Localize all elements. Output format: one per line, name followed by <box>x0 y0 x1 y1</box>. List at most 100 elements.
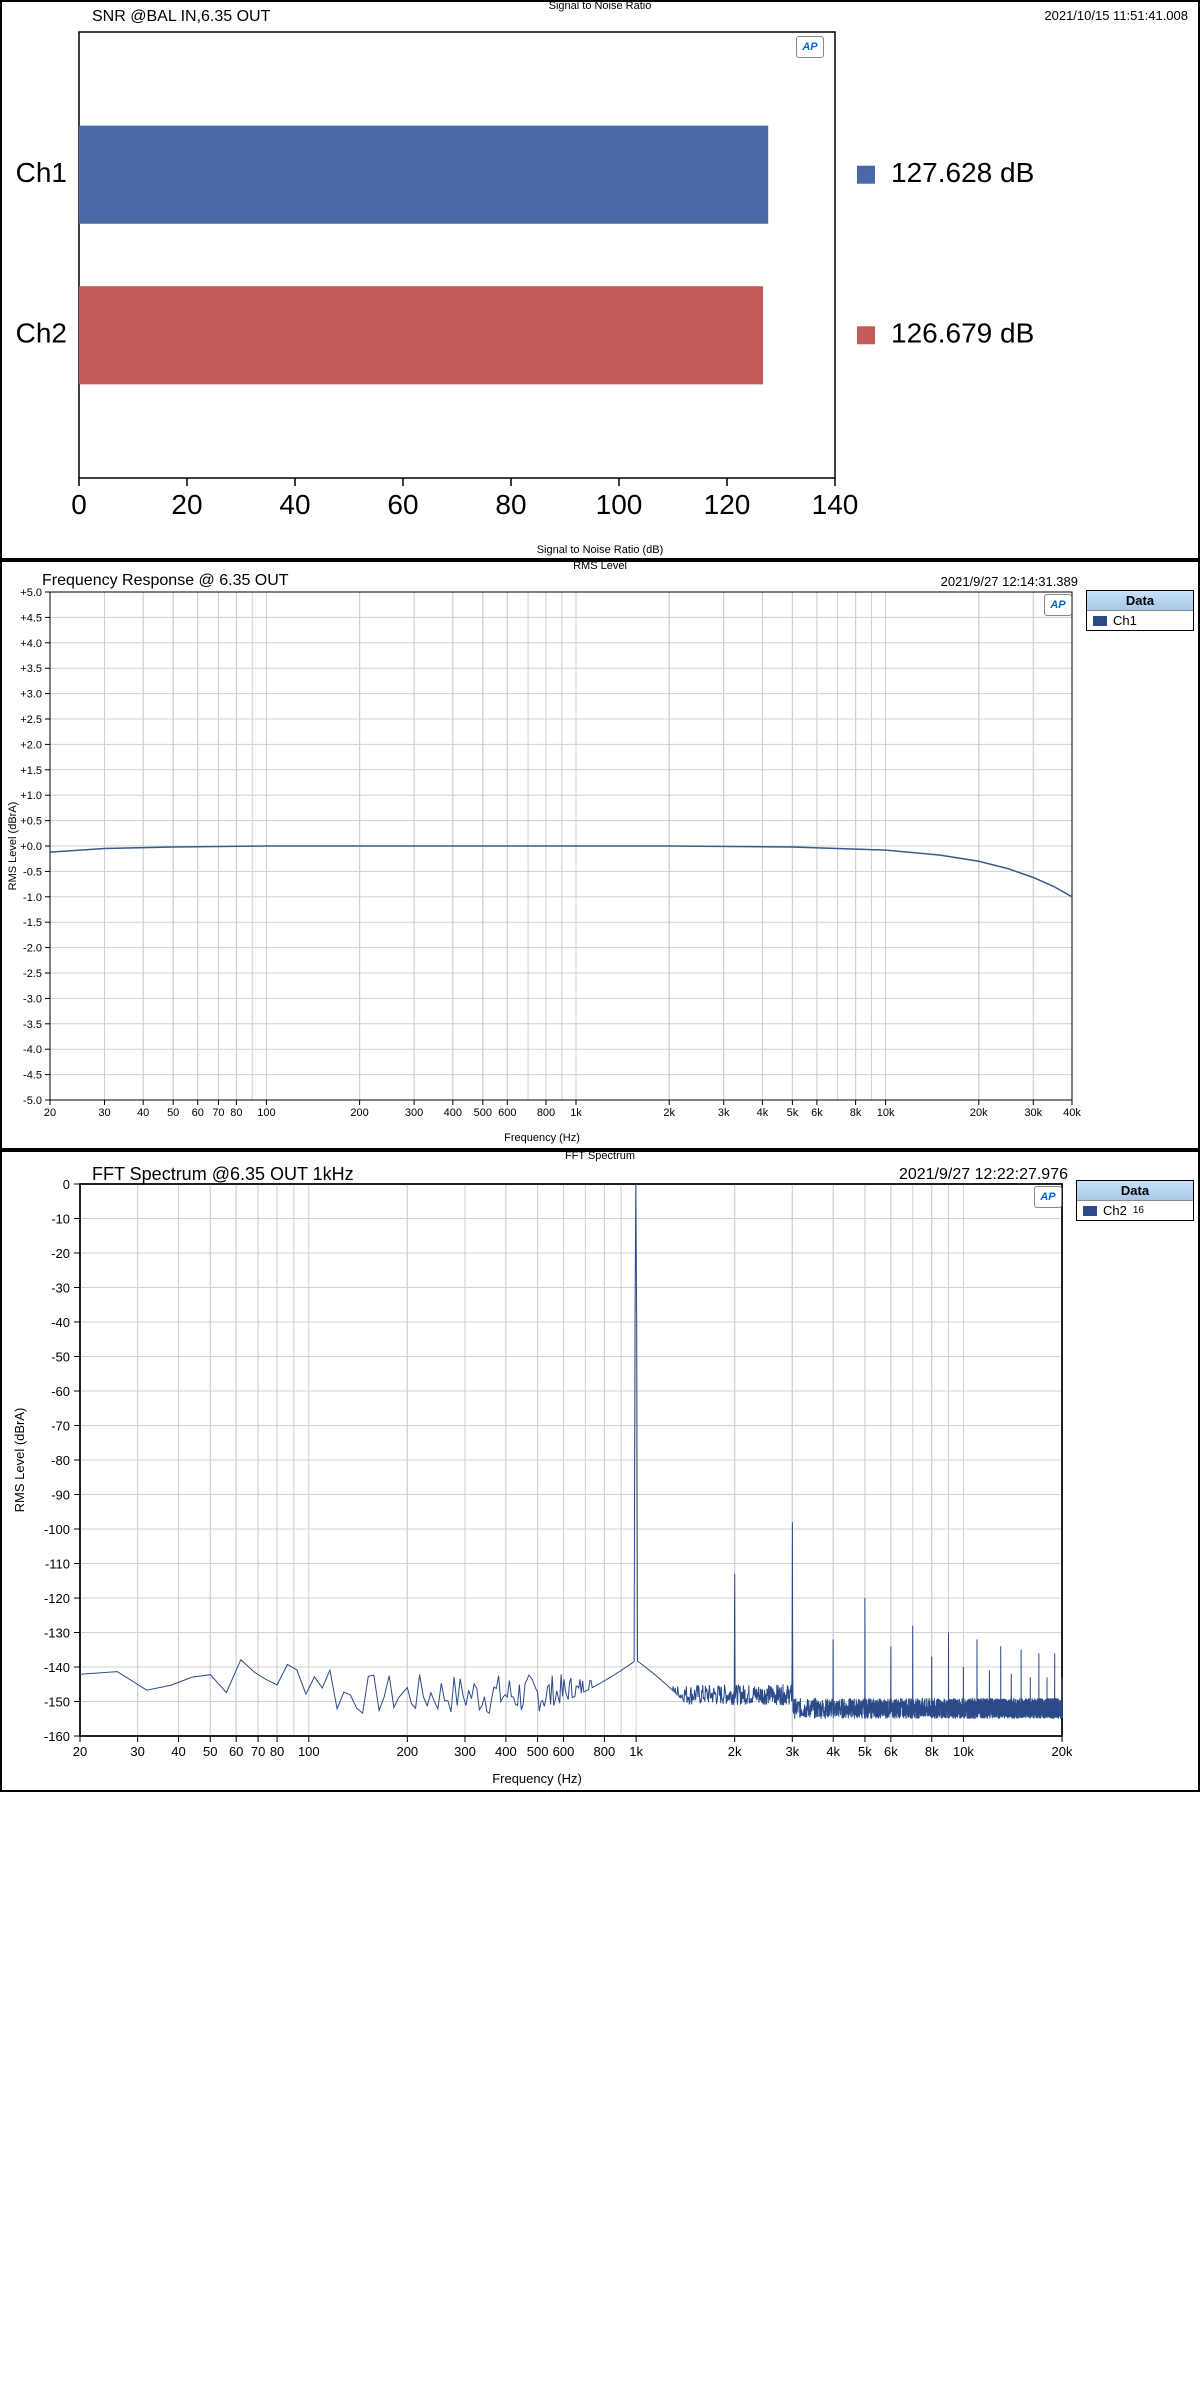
ap-badge-icon: AP <box>1034 1186 1062 1208</box>
svg-text:Ch1: Ch1 <box>16 157 67 188</box>
legend-label: Ch1 <box>1113 613 1137 628</box>
svg-text:+2.5: +2.5 <box>20 714 42 726</box>
svg-text:5k: 5k <box>787 1107 799 1119</box>
svg-text:3k: 3k <box>785 1744 799 1759</box>
svg-text:5k: 5k <box>858 1744 872 1759</box>
snr-xaxis-label: Signal to Noise Ratio (dB) <box>2 544 1198 556</box>
svg-text:40k: 40k <box>1063 1107 1081 1119</box>
svg-text:80: 80 <box>495 489 526 520</box>
fr-legend: Data Ch1 <box>1086 590 1194 631</box>
svg-text:0: 0 <box>63 1177 70 1192</box>
fr-xaxis-label: Frequency (Hz) <box>2 1132 1082 1144</box>
svg-text:1k: 1k <box>629 1744 643 1759</box>
svg-text:-120: -120 <box>44 1591 70 1606</box>
svg-text:80: 80 <box>270 1744 284 1759</box>
svg-text:50: 50 <box>203 1744 217 1759</box>
snr-panel: Signal to Noise Ratio SNR @BAL IN,6.35 O… <box>0 0 1200 560</box>
svg-text:30: 30 <box>98 1107 110 1119</box>
svg-text:2k: 2k <box>663 1107 675 1119</box>
svg-text:+2.0: +2.0 <box>20 739 42 751</box>
svg-text:+4.5: +4.5 <box>20 612 42 624</box>
svg-text:-70: -70 <box>51 1419 70 1434</box>
fr-header-top: RMS Level <box>2 560 1198 572</box>
svg-text:120: 120 <box>704 489 751 520</box>
svg-text:800: 800 <box>537 1107 555 1119</box>
svg-text:-90: -90 <box>51 1488 70 1503</box>
svg-text:400: 400 <box>495 1744 517 1759</box>
fr-chart: 203040506070801002003004005006008001k2k3… <box>2 576 1082 1136</box>
svg-text:20k: 20k <box>1052 1744 1072 1759</box>
legend-header: Data <box>1077 1181 1193 1201</box>
svg-text:100: 100 <box>298 1744 320 1759</box>
svg-text:1k: 1k <box>570 1107 582 1119</box>
svg-text:Ch2: Ch2 <box>16 318 67 349</box>
svg-text:-130: -130 <box>44 1626 70 1641</box>
svg-text:-100: -100 <box>44 1522 70 1537</box>
svg-text:100: 100 <box>596 489 643 520</box>
svg-text:+3.0: +3.0 <box>20 689 42 701</box>
fft-header-top: FFT Spectrum <box>2 1150 1198 1162</box>
svg-text:-80: -80 <box>51 1453 70 1468</box>
svg-text:-150: -150 <box>44 1695 70 1710</box>
svg-text:8k: 8k <box>925 1744 939 1759</box>
svg-text:-50: -50 <box>51 1350 70 1365</box>
svg-text:60: 60 <box>229 1744 243 1759</box>
fft-xaxis-label: Frequency (Hz) <box>2 1771 1072 1786</box>
ap-badge-icon: AP <box>1044 594 1072 616</box>
svg-text:40: 40 <box>279 489 310 520</box>
svg-text:RMS Level (dBrA): RMS Level (dBrA) <box>7 802 19 891</box>
svg-text:300: 300 <box>405 1107 423 1119</box>
svg-text:80: 80 <box>230 1107 242 1119</box>
snr-timestamp: 2021/10/15 11:51:41.008 <box>1044 8 1188 23</box>
svg-text:-2.5: -2.5 <box>23 968 42 980</box>
svg-text:-40: -40 <box>51 1315 70 1330</box>
svg-text:0: 0 <box>71 489 87 520</box>
legend-label: Ch2 <box>1103 1203 1127 1218</box>
fft-chart: 203040506070801002003004005006008001k2k3… <box>2 1166 1072 1776</box>
svg-text:+1.5: +1.5 <box>20 765 42 777</box>
svg-text:800: 800 <box>594 1744 616 1759</box>
svg-text:500: 500 <box>527 1744 549 1759</box>
svg-text:-110: -110 <box>45 1557 70 1572</box>
legend-item: Ch2 16 <box>1077 1201 1193 1220</box>
svg-text:-1.0: -1.0 <box>23 892 42 904</box>
svg-text:-3.5: -3.5 <box>23 1019 42 1031</box>
svg-text:+1.0: +1.0 <box>20 790 42 802</box>
svg-text:2k: 2k <box>728 1744 742 1759</box>
svg-text:10k: 10k <box>877 1107 895 1119</box>
svg-text:-30: -30 <box>51 1281 70 1296</box>
svg-text:40: 40 <box>171 1744 185 1759</box>
svg-text:-2.0: -2.0 <box>23 943 42 955</box>
svg-text:4k: 4k <box>757 1107 769 1119</box>
svg-text:70: 70 <box>251 1744 265 1759</box>
svg-text:RMS Level (dBrA): RMS Level (dBrA) <box>12 1408 27 1513</box>
svg-text:127.628 dB: 127.628 dB <box>891 157 1034 188</box>
svg-text:+3.5: +3.5 <box>20 663 42 675</box>
freq-response-panel: RMS Level Frequency Response @ 6.35 OUT … <box>0 560 1200 1150</box>
legend-sub: 16 <box>1133 1205 1144 1216</box>
svg-text:6k: 6k <box>811 1107 823 1119</box>
svg-text:60: 60 <box>387 489 418 520</box>
fft-panel: FFT Spectrum FFT Spectrum @6.35 OUT 1kHz… <box>0 1150 1200 1792</box>
svg-text:-4.5: -4.5 <box>23 1070 42 1082</box>
svg-text:20: 20 <box>73 1744 87 1759</box>
svg-text:+0.5: +0.5 <box>20 816 42 828</box>
svg-text:200: 200 <box>350 1107 368 1119</box>
svg-text:400: 400 <box>444 1107 462 1119</box>
svg-text:-10: -10 <box>51 1212 70 1227</box>
svg-text:3k: 3k <box>718 1107 730 1119</box>
svg-text:-4.0: -4.0 <box>23 1044 42 1056</box>
legend-header: Data <box>1087 591 1193 611</box>
svg-text:8k: 8k <box>850 1107 862 1119</box>
svg-text:500: 500 <box>474 1107 492 1119</box>
svg-text:300: 300 <box>454 1744 476 1759</box>
svg-text:40: 40 <box>137 1107 149 1119</box>
legend-item: Ch1 <box>1087 611 1193 630</box>
svg-text:70: 70 <box>212 1107 224 1119</box>
svg-text:100: 100 <box>257 1107 275 1119</box>
svg-text:6k: 6k <box>884 1744 898 1759</box>
svg-text:126.679 dB: 126.679 dB <box>891 318 1034 349</box>
svg-text:600: 600 <box>498 1107 516 1119</box>
svg-text:140: 140 <box>812 489 859 520</box>
svg-text:30k: 30k <box>1024 1107 1042 1119</box>
